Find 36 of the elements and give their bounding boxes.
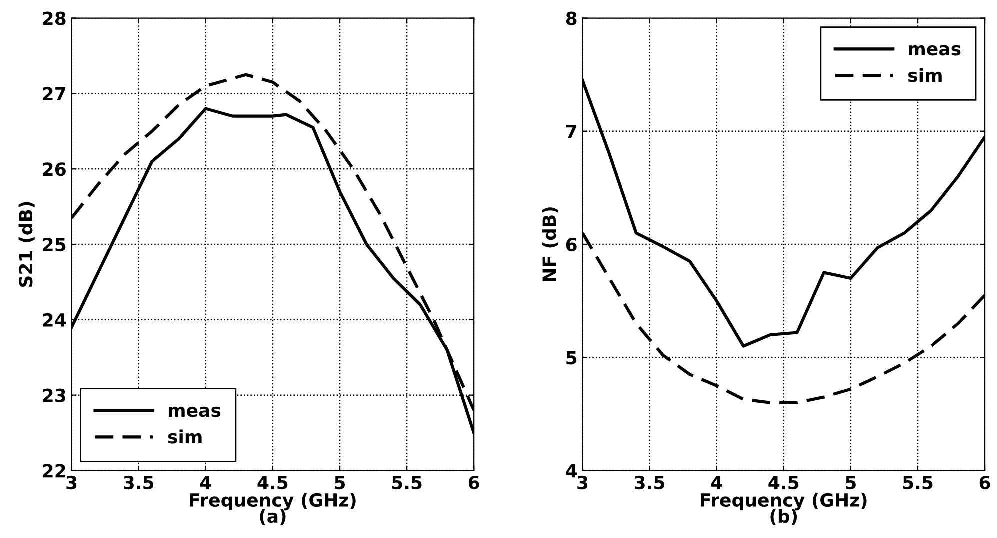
x-tick-label: 5.5 [392, 476, 422, 490]
y-tick-label: 5 [566, 351, 577, 365]
x-axis-title: Frequency (GHz) [701, 493, 867, 511]
x-tick-label: 3 [66, 476, 77, 490]
y-tick-label: 26 [43, 162, 66, 176]
y-tick-label: 24 [43, 313, 66, 327]
y-axis-title: S21 (dB) [18, 202, 35, 288]
x-tick-label: 6 [468, 476, 480, 490]
x-tick-label: 4 [711, 476, 722, 490]
y-tick-label: 27 [43, 87, 66, 101]
x-tick-label: 3.5 [124, 476, 154, 490]
y-tick-label: 4 [566, 464, 578, 478]
x-tick-label: 5 [846, 476, 856, 490]
x-tick-label: 4.5 [768, 476, 799, 490]
y-tick-label: 23 [43, 388, 66, 402]
x-tick-label: 3 [578, 476, 588, 490]
y-tick-label: 6 [566, 238, 577, 252]
x-tick-label: 6 [980, 476, 990, 490]
legend-label: meas [168, 406, 221, 418]
y-tick-label: 25 [43, 238, 66, 252]
y-tick-label: 7 [566, 125, 576, 138]
legend-label: sim [168, 430, 202, 444]
y-tick-label: 28 [43, 12, 66, 26]
x-tick-label: 5.5 [903, 476, 933, 490]
x-tick-label: 3.5 [634, 476, 665, 490]
legend-label: meas [909, 45, 961, 56]
x-tick-label: 4 [200, 476, 212, 490]
x-tick-label: 5 [335, 476, 346, 490]
x-tick-label: 4.5 [258, 476, 288, 490]
y-tick-label: 22 [43, 464, 66, 478]
y-axis-title: NF (dB) [542, 208, 558, 282]
text: (b) [770, 509, 798, 526]
text: (a) [260, 509, 286, 526]
x-axis-title: Frequency (GHz) [190, 493, 356, 511]
y-tick-label: 8 [566, 12, 577, 26]
legend-label: sim [908, 68, 942, 82]
